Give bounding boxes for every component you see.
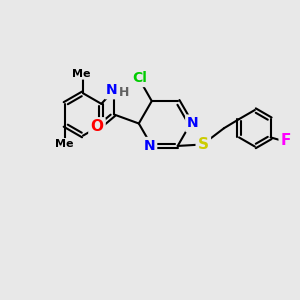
Text: F: F xyxy=(281,133,291,148)
Text: H: H xyxy=(119,86,129,99)
Text: S: S xyxy=(198,137,209,152)
Text: N: N xyxy=(187,116,199,130)
Text: Cl: Cl xyxy=(133,71,147,85)
Text: Me: Me xyxy=(72,68,91,79)
Text: N: N xyxy=(144,139,155,153)
Text: O: O xyxy=(91,119,103,134)
Text: N: N xyxy=(106,83,117,97)
Text: Me: Me xyxy=(56,139,74,149)
